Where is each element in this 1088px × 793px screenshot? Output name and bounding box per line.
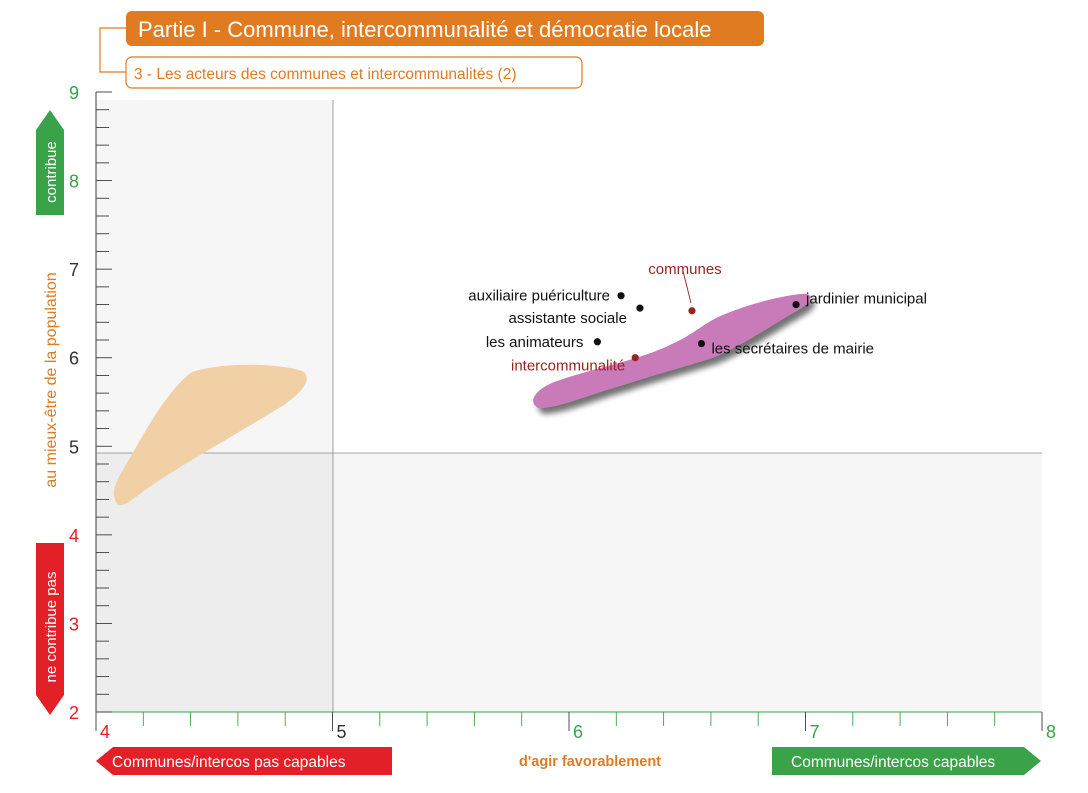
y-tick-label: 8 [69, 172, 79, 192]
x-axis-label: d'agir favorablement [519, 754, 661, 770]
x-tick-label: 6 [573, 722, 583, 742]
y-axis-label: au mieux-être de la population [43, 272, 60, 487]
header-connector [99, 27, 126, 73]
point-label-les-secretaires-de-mairie: les secrétaires de mairie [711, 341, 874, 358]
y-axis-ticks: 2 3 4 5 6 7 8 9 [69, 83, 112, 723]
communes-callout-line [682, 270, 692, 304]
y-tick-label: 5 [69, 437, 79, 457]
point-label-les-animateurs: les animateurs [486, 334, 584, 351]
ne-contribue-pas-tag [36, 543, 64, 715]
point-label-assistante-sociale: assistante sociale [509, 310, 627, 327]
pas-capables-tag [96, 747, 392, 775]
page-subtitle: 3 - Les acteurs des communes et intercom… [134, 66, 517, 83]
y-tick-label: 3 [69, 614, 79, 634]
capables-tag-label: Communes/intercos capables [791, 754, 995, 771]
point-label-intercommunalite: intercommunalité [511, 358, 625, 375]
upper-right-quadrant [333, 100, 1042, 453]
point-intercommunalite [631, 354, 639, 362]
ne-contribue-pas-tag-label: ne contribue pas [43, 572, 60, 683]
y-tick-label: 4 [69, 526, 79, 546]
point-les-animateurs [593, 338, 601, 346]
subtitle-box [125, 56, 583, 89]
point-communes [688, 307, 696, 315]
point-auxiliaire-puericulture [617, 292, 625, 300]
point-jardinier-municipal [792, 300, 800, 309]
y-tick-label: 7 [69, 260, 79, 280]
x-axis-ticks: 4 5 6 7 8 [95, 712, 1056, 742]
capables-tag [772, 747, 1041, 775]
x-tick-label: 4 [100, 722, 110, 742]
point-assistante-sociale [636, 304, 644, 312]
pas-capables-tag-label: Communes/intercos pas capables [112, 754, 346, 771]
title-banner [126, 11, 764, 46]
point-label-communes: communes [648, 261, 721, 278]
data-points: auxiliaire puériculture assistante social… [468, 261, 927, 375]
contribue-tag [36, 110, 64, 215]
contribue-tag-label: contribue [43, 141, 60, 203]
peach-cluster-area [113, 364, 307, 506]
x-tick-label: 7 [810, 722, 820, 742]
y-tick-label: 9 [69, 83, 79, 103]
y-tick-label: 2 [69, 703, 79, 723]
page-title: Partie I - Commune, intercommunalité et … [138, 17, 711, 42]
point-label-auxiliaire-puericulture: auxiliaire puériculture [468, 288, 610, 305]
point-les-secretaires-de-mairie [697, 339, 706, 348]
x-tick-label: 8 [1046, 722, 1056, 742]
purple-cluster-area [533, 293, 811, 408]
point-label-jardinier-municipal: jardinier municipal [805, 291, 927, 308]
x-tick-label: 5 [337, 722, 347, 742]
y-tick-label: 6 [69, 349, 79, 369]
